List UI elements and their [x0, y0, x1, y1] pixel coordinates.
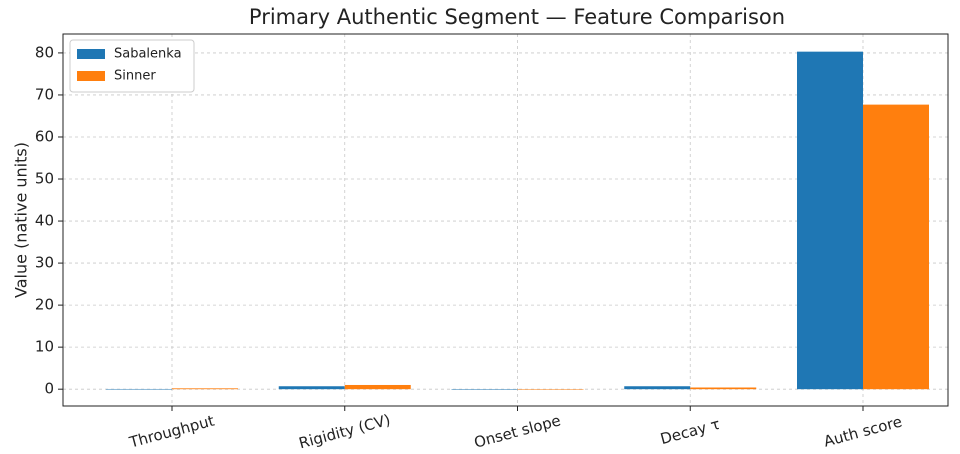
- x-tick-label: Onset slope: [472, 411, 563, 451]
- plot-frame: [62, 33, 949, 407]
- bar: [451, 389, 518, 390]
- bar: [797, 51, 863, 390]
- bar: [517, 389, 584, 390]
- x-tick-label: Auth score: [822, 412, 904, 450]
- x-tick-label: Throughput: [126, 412, 216, 452]
- legend-swatch: [77, 71, 105, 81]
- bar: [172, 388, 238, 390]
- legend: Sabalenka Sinner: [69, 39, 195, 93]
- bar: [106, 388, 172, 390]
- y-tick-label: 0: [44, 380, 54, 398]
- chart-title: Primary Authentic Segment — Feature Comp…: [249, 5, 785, 29]
- bar: [624, 386, 691, 390]
- x-tick-label: Decay τ: [658, 415, 721, 448]
- bar: [690, 387, 757, 390]
- bar: [863, 104, 929, 390]
- y-tick-label: 10: [35, 338, 54, 356]
- y-tick-label: 20: [35, 296, 54, 314]
- bar: [278, 386, 345, 390]
- legend-swatch: [77, 49, 105, 59]
- x-tick-label: Rigidity (CV): [297, 411, 392, 453]
- bar: [344, 384, 411, 390]
- y-tick-label: 80: [35, 43, 54, 61]
- legend-label: Sabalenka: [114, 47, 182, 62]
- y-axis-label: Value (native units): [12, 142, 31, 298]
- legend-label: Sinner: [114, 69, 156, 84]
- y-tick-label: 60: [35, 127, 54, 145]
- y-tick-label: 40: [35, 212, 54, 230]
- y-tick-label: 30: [35, 254, 54, 272]
- y-tick-label: 50: [35, 170, 54, 188]
- y-tick-label: 70: [35, 85, 54, 103]
